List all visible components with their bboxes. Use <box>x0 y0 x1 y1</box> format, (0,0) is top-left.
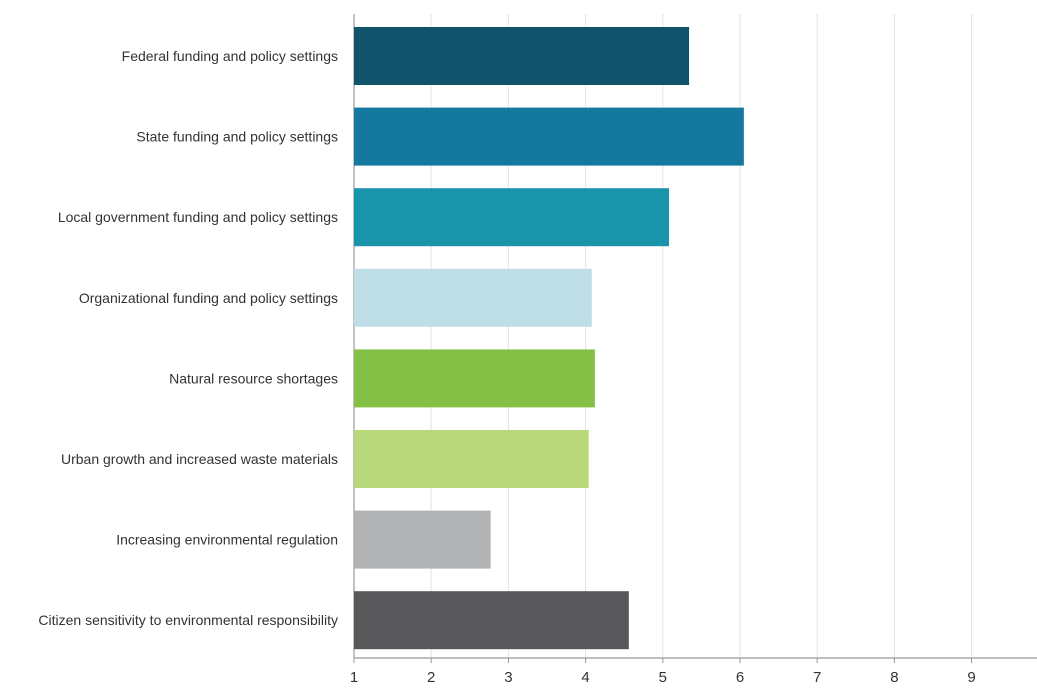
bar <box>354 430 589 488</box>
bar <box>354 188 669 247</box>
x-tick-label: 3 <box>504 669 512 686</box>
category-label: Natural resource shortages <box>169 370 338 386</box>
x-axis: 12345678910 <box>350 657 1037 686</box>
category-label: Organizational funding and policy settin… <box>79 290 338 306</box>
category-label: Increasing environmental regulation <box>116 532 338 548</box>
x-tick-label: 1 <box>350 669 358 686</box>
category-labels: Federal funding and policy settings State… <box>38 48 338 628</box>
bar <box>354 27 690 85</box>
x-tick-label: 9 <box>967 669 975 686</box>
x-tick-label: 7 <box>813 669 821 686</box>
category-label: Federal funding and policy settings <box>122 48 338 64</box>
bar <box>354 268 592 327</box>
x-tick-label: 5 <box>659 669 667 686</box>
category-label: Urban growth and increased waste materia… <box>61 451 338 467</box>
bar <box>354 591 629 650</box>
x-tick-label: 4 <box>581 669 589 686</box>
x-tick-label: 2 <box>427 669 435 686</box>
bar <box>354 349 595 408</box>
category-label: Local government funding and policy sett… <box>58 209 338 225</box>
bars <box>354 27 744 650</box>
category-label: State funding and policy settings <box>136 129 338 145</box>
x-tick-label: 6 <box>736 669 744 686</box>
bar <box>354 107 744 166</box>
bar <box>354 510 491 569</box>
category-label: Citizen sensitivity to environmental res… <box>38 612 338 628</box>
x-tick-label: 8 <box>890 669 898 686</box>
